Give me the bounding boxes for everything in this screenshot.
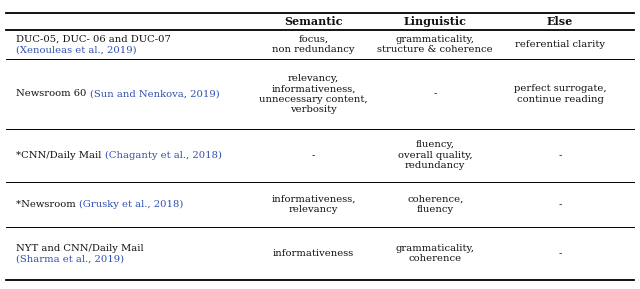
Text: grammaticality,
coherence: grammaticality, coherence: [396, 244, 475, 263]
Text: (Xenouleas et al., 2019): (Xenouleas et al., 2019): [16, 46, 136, 55]
Text: fluency,
overall quality,
redundancy: fluency, overall quality, redundancy: [398, 140, 472, 170]
Text: DUC-05, DUC- 06 and DUC-07: DUC-05, DUC- 06 and DUC-07: [16, 35, 171, 44]
Text: (Sharma et al., 2019): (Sharma et al., 2019): [16, 255, 124, 264]
Text: -: -: [558, 200, 562, 209]
Text: referential clarity: referential clarity: [515, 40, 605, 49]
Text: (Grusky et al., 2018): (Grusky et al., 2018): [79, 200, 183, 209]
Text: focus,
non redundancy: focus, non redundancy: [273, 35, 355, 55]
Text: Linguistic: Linguistic: [404, 16, 467, 27]
Text: informativeness,
relevancy: informativeness, relevancy: [271, 195, 356, 214]
Text: Semantic: Semantic: [284, 16, 343, 27]
Text: -: -: [558, 249, 562, 258]
Text: grammaticality,
structure & coherence: grammaticality, structure & coherence: [378, 35, 493, 55]
Text: NYT and CNN/Daily Mail: NYT and CNN/Daily Mail: [16, 244, 143, 253]
Text: perfect surrogate,
continue reading: perfect surrogate, continue reading: [514, 84, 606, 104]
Text: (Sun and Nenkova, 2019): (Sun and Nenkova, 2019): [90, 89, 220, 99]
Text: *CNN/Daily Mail: *CNN/Daily Mail: [16, 151, 104, 160]
Text: relevancy,
informativeness,
unnecessary content,
verbosity: relevancy, informativeness, unnecessary …: [259, 74, 368, 114]
Text: -: -: [312, 151, 316, 160]
Text: (Chaganty et al., 2018): (Chaganty et al., 2018): [104, 151, 221, 160]
Text: -: -: [558, 151, 562, 160]
Text: Newsroom 60: Newsroom 60: [16, 89, 90, 99]
Text: *Newsroom: *Newsroom: [16, 200, 79, 209]
Text: informativeness: informativeness: [273, 249, 354, 258]
Text: -: -: [433, 89, 437, 99]
Text: Else: Else: [547, 16, 573, 27]
Text: coherence,
fluency: coherence, fluency: [407, 195, 463, 214]
